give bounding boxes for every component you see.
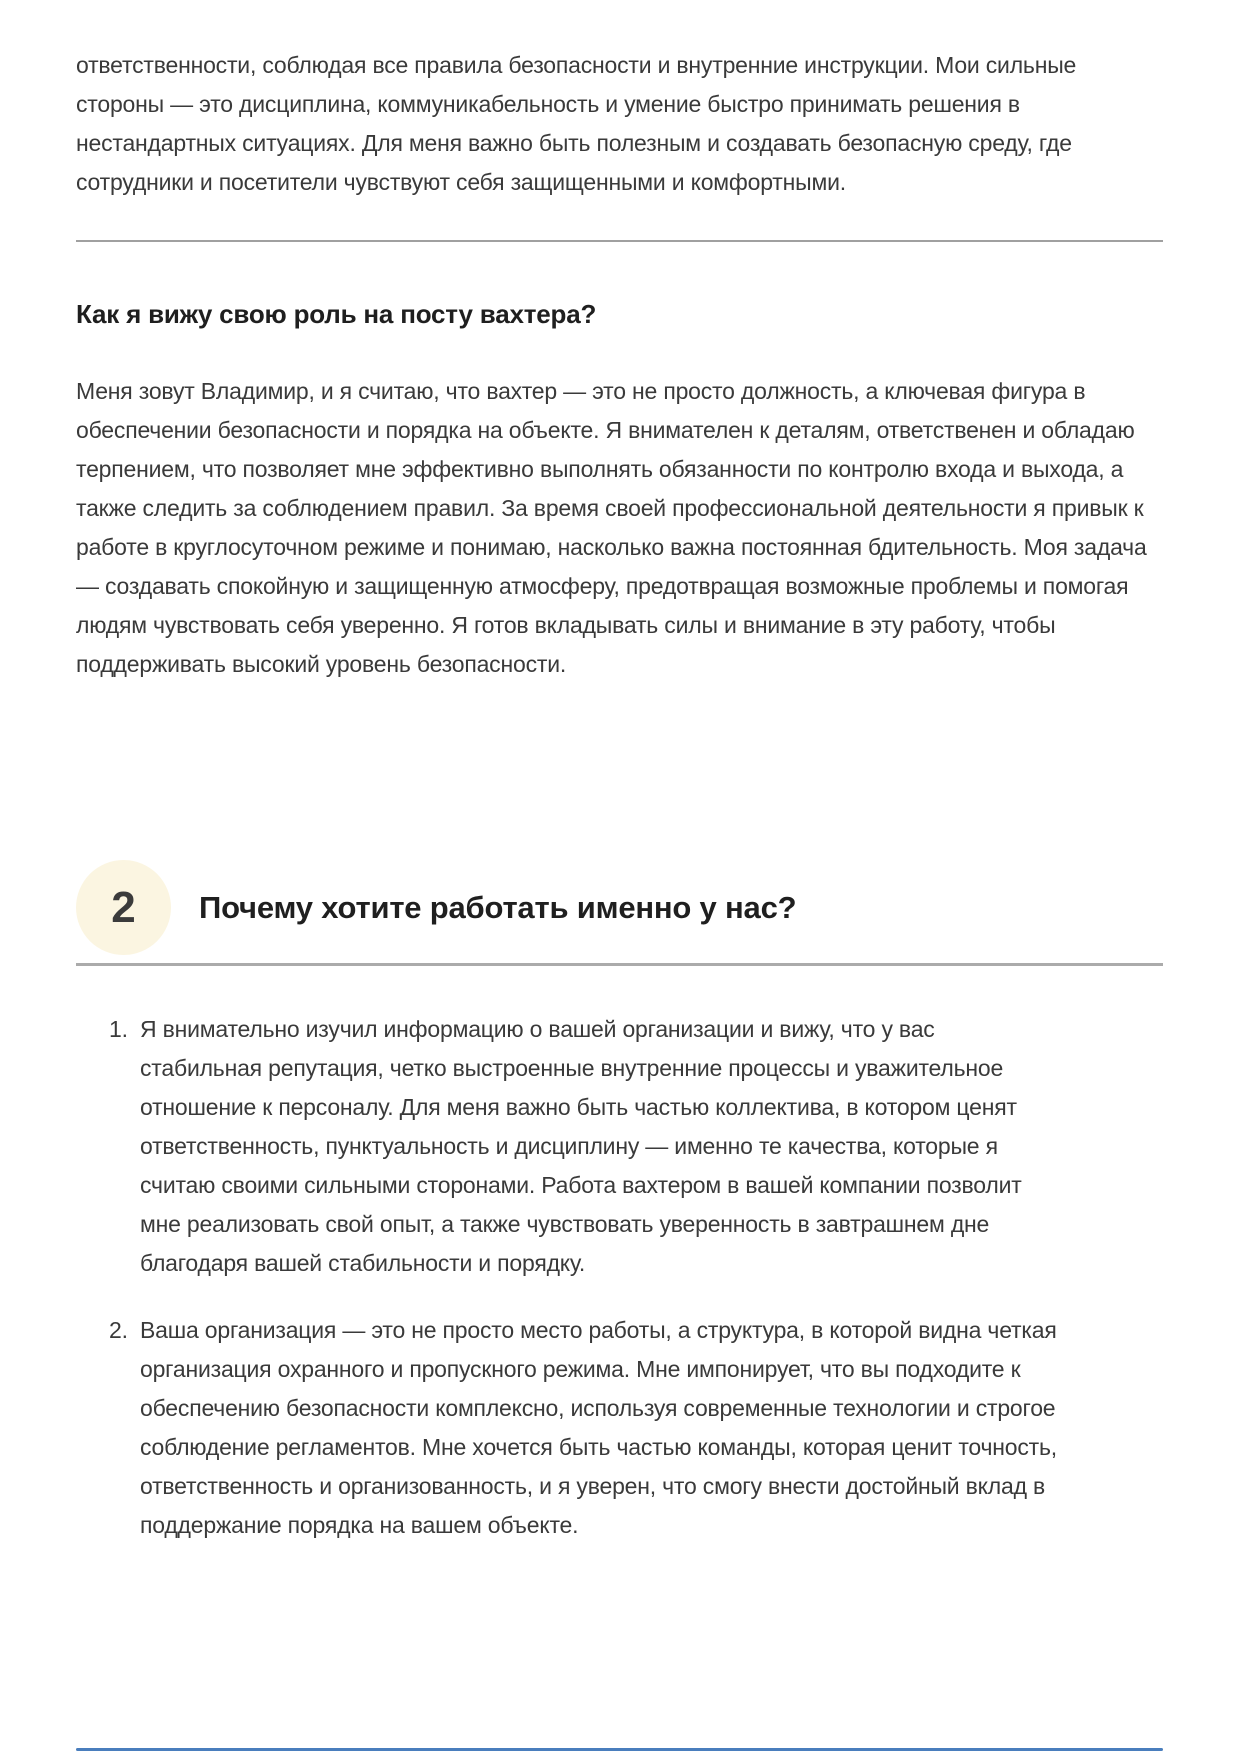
section-number: 2 <box>111 882 136 932</box>
answers-list: Я внимательно изучил информацию о вашей … <box>76 1010 1163 1545</box>
subsection-paragraph: Меня зовут Владимир, и я считаю, что вах… <box>76 378 1147 677</box>
horizontal-divider <box>76 240 1163 242</box>
bottom-blue-divider <box>76 1748 1163 1751</box>
list-item: Ваша организация — это не просто место р… <box>134 1311 1060 1545</box>
section-heading: Почему хотите работать именно у нас? <box>199 889 797 925</box>
subsection-heading: Как я вижу свою роль на посту вахтера? <box>76 299 597 329</box>
list-item: Я внимательно изучил информацию о вашей … <box>134 1010 1060 1283</box>
section-number-badge: 2 <box>76 860 171 955</box>
section-header: 2 Почему хотите работать именно у нас? <box>76 860 1163 955</box>
intro-paragraph: ответственности, соблюдая все правила бе… <box>76 52 1077 195</box>
section-underline-divider <box>76 963 1163 966</box>
